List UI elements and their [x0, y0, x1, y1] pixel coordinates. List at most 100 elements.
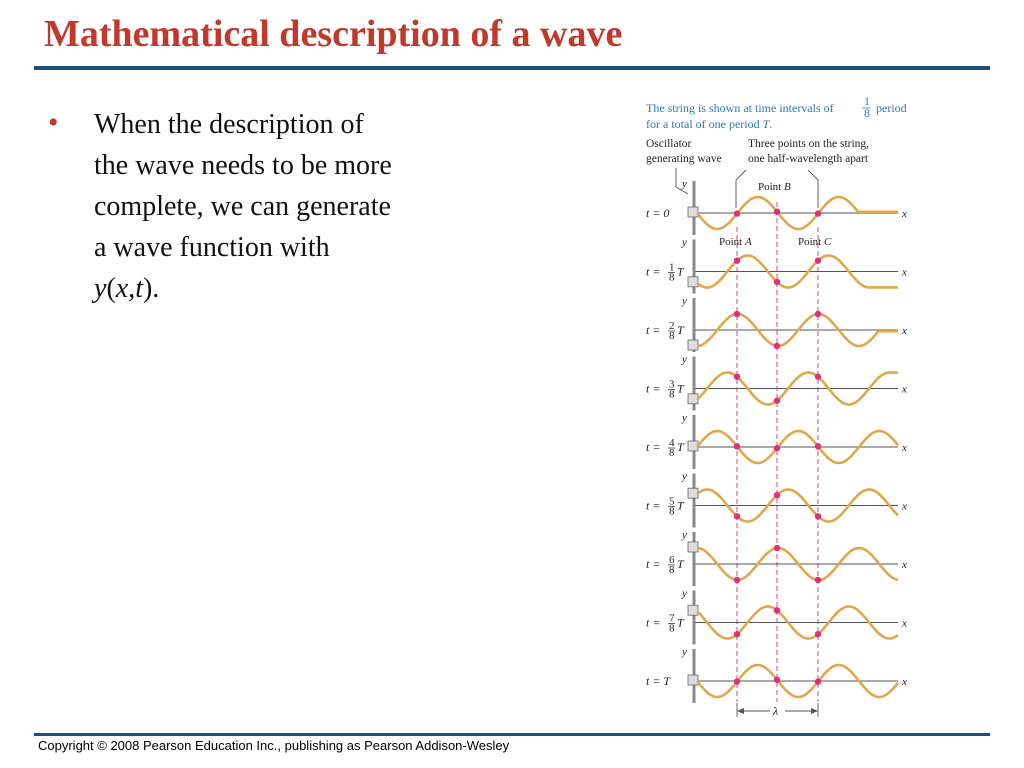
wave-figure: The string is shown at time intervals of…: [646, 94, 907, 718]
oscillator-piston: [687, 276, 699, 288]
wavelength-marker: λ: [736, 703, 819, 718]
string-point-c: [814, 631, 822, 638]
string-point-a: [733, 373, 741, 380]
wave-curve: [696, 605, 899, 640]
caption-frac-num: 1: [864, 94, 870, 108]
time-label-suffix: T: [677, 616, 685, 630]
x-axis-label: x: [901, 384, 907, 396]
y-axis-label: y: [681, 529, 687, 541]
string-point-b: [773, 676, 781, 683]
time-label-suffix: T: [677, 440, 685, 454]
title-divider: [34, 66, 990, 70]
time-frac-den: 8: [669, 389, 675, 401]
wave-curve: [696, 546, 899, 582]
time-label-prefix: t =: [646, 323, 660, 337]
x-axis-label: x: [901, 559, 907, 571]
string-point-c: [814, 210, 822, 217]
string-point-b: [773, 342, 781, 350]
time-frac-num: 3: [669, 379, 675, 391]
caption-frac-den: 8: [864, 106, 870, 120]
string-point-c: [814, 373, 822, 380]
wave-curve: [695, 663, 900, 699]
time-label-prefix: t =: [646, 265, 660, 279]
x-axis-label: x: [901, 618, 907, 630]
string-point-a: [733, 210, 741, 217]
oscillator-piston: [687, 206, 699, 218]
bullet-marker: •: [48, 106, 59, 139]
string-point-c: [814, 257, 822, 264]
string-point-a: [733, 678, 741, 685]
time-label-suffix: T: [677, 557, 685, 571]
string-point-b: [773, 278, 781, 286]
x-axis-label: x: [901, 325, 907, 337]
slide-title: Mathematical description of a wave: [44, 13, 623, 55]
string-point-b: [773, 208, 781, 215]
x-axis-label: x: [901, 442, 907, 454]
point-a-label: Point A: [719, 236, 752, 248]
var-t: t: [135, 273, 143, 304]
string-point-a: [733, 257, 741, 264]
footer-divider: [34, 733, 990, 736]
y-axis-label: y: [681, 178, 687, 190]
string-point-b: [773, 607, 781, 614]
paren-open: (: [106, 273, 116, 304]
oscillator-piston: [687, 674, 699, 686]
comma: ,: [128, 273, 136, 304]
time-label-suffix: T: [677, 265, 685, 279]
time-label-prefix: t =: [646, 499, 660, 513]
point-c-label: Point C: [798, 236, 832, 248]
oscillator-label-1: Oscillator: [646, 138, 692, 150]
string-point-a: [733, 443, 741, 450]
time-frac-num: 5: [669, 496, 675, 508]
time-frac-den: 8: [669, 272, 675, 284]
string-point-a: [733, 310, 741, 318]
wave-curve: [696, 254, 898, 289]
x-axis-label: x: [901, 501, 907, 513]
time-label-prefix: t =: [646, 557, 660, 571]
wave-curve: [695, 429, 900, 465]
oscillator-piston: [687, 541, 699, 553]
time-frac-num: 4: [669, 437, 675, 449]
oscillator-piston: [687, 604, 699, 616]
var-x: x: [115, 273, 129, 304]
y-axis-label: y: [681, 646, 687, 658]
var-y: y: [94, 273, 107, 304]
time-label-suffix: T: [677, 499, 685, 513]
string-point-b: [773, 445, 781, 452]
string-point-a: [733, 631, 741, 638]
paren-close: ).: [142, 273, 160, 304]
time-label-prefix: t =: [646, 440, 660, 454]
wavelength-label: λ: [772, 704, 778, 718]
y-axis-label: y: [681, 237, 687, 249]
oscillator-label-2: generating wave: [646, 153, 722, 165]
time-label: t = T: [646, 674, 671, 688]
string-point-c: [814, 576, 822, 584]
time-frac-num: 6: [669, 554, 675, 566]
y-axis-label: y: [681, 588, 687, 600]
x-axis-label: x: [901, 267, 907, 279]
time-frac-den: 8: [669, 623, 675, 635]
time-frac-num: 1: [669, 262, 675, 274]
y-axis-label: y: [681, 354, 687, 366]
y-axis-label: y: [681, 471, 687, 483]
string-point-b: [773, 491, 781, 499]
figure-caption-line-1: The string is shown at time intervals of: [646, 101, 834, 115]
x-axis-label: x: [901, 676, 907, 688]
time-frac-num: 7: [669, 613, 675, 625]
wave-curve: [696, 488, 899, 523]
caption-period: period: [876, 101, 907, 115]
wave-curve: [696, 371, 898, 406]
time-label-prefix: t =: [646, 616, 660, 630]
time-frac-den: 8: [669, 564, 675, 576]
string-point-c: [814, 310, 822, 318]
point-b-label: Point B: [758, 181, 791, 193]
time-frac-num: 2: [669, 320, 675, 332]
time-frac-den: 8: [669, 330, 675, 342]
string-point-c: [814, 513, 822, 520]
string-point-c: [814, 443, 822, 450]
string-point-a: [733, 513, 741, 520]
string-point-b: [773, 397, 781, 404]
x-axis-label: x: [901, 208, 907, 220]
string-point-c: [814, 678, 822, 685]
